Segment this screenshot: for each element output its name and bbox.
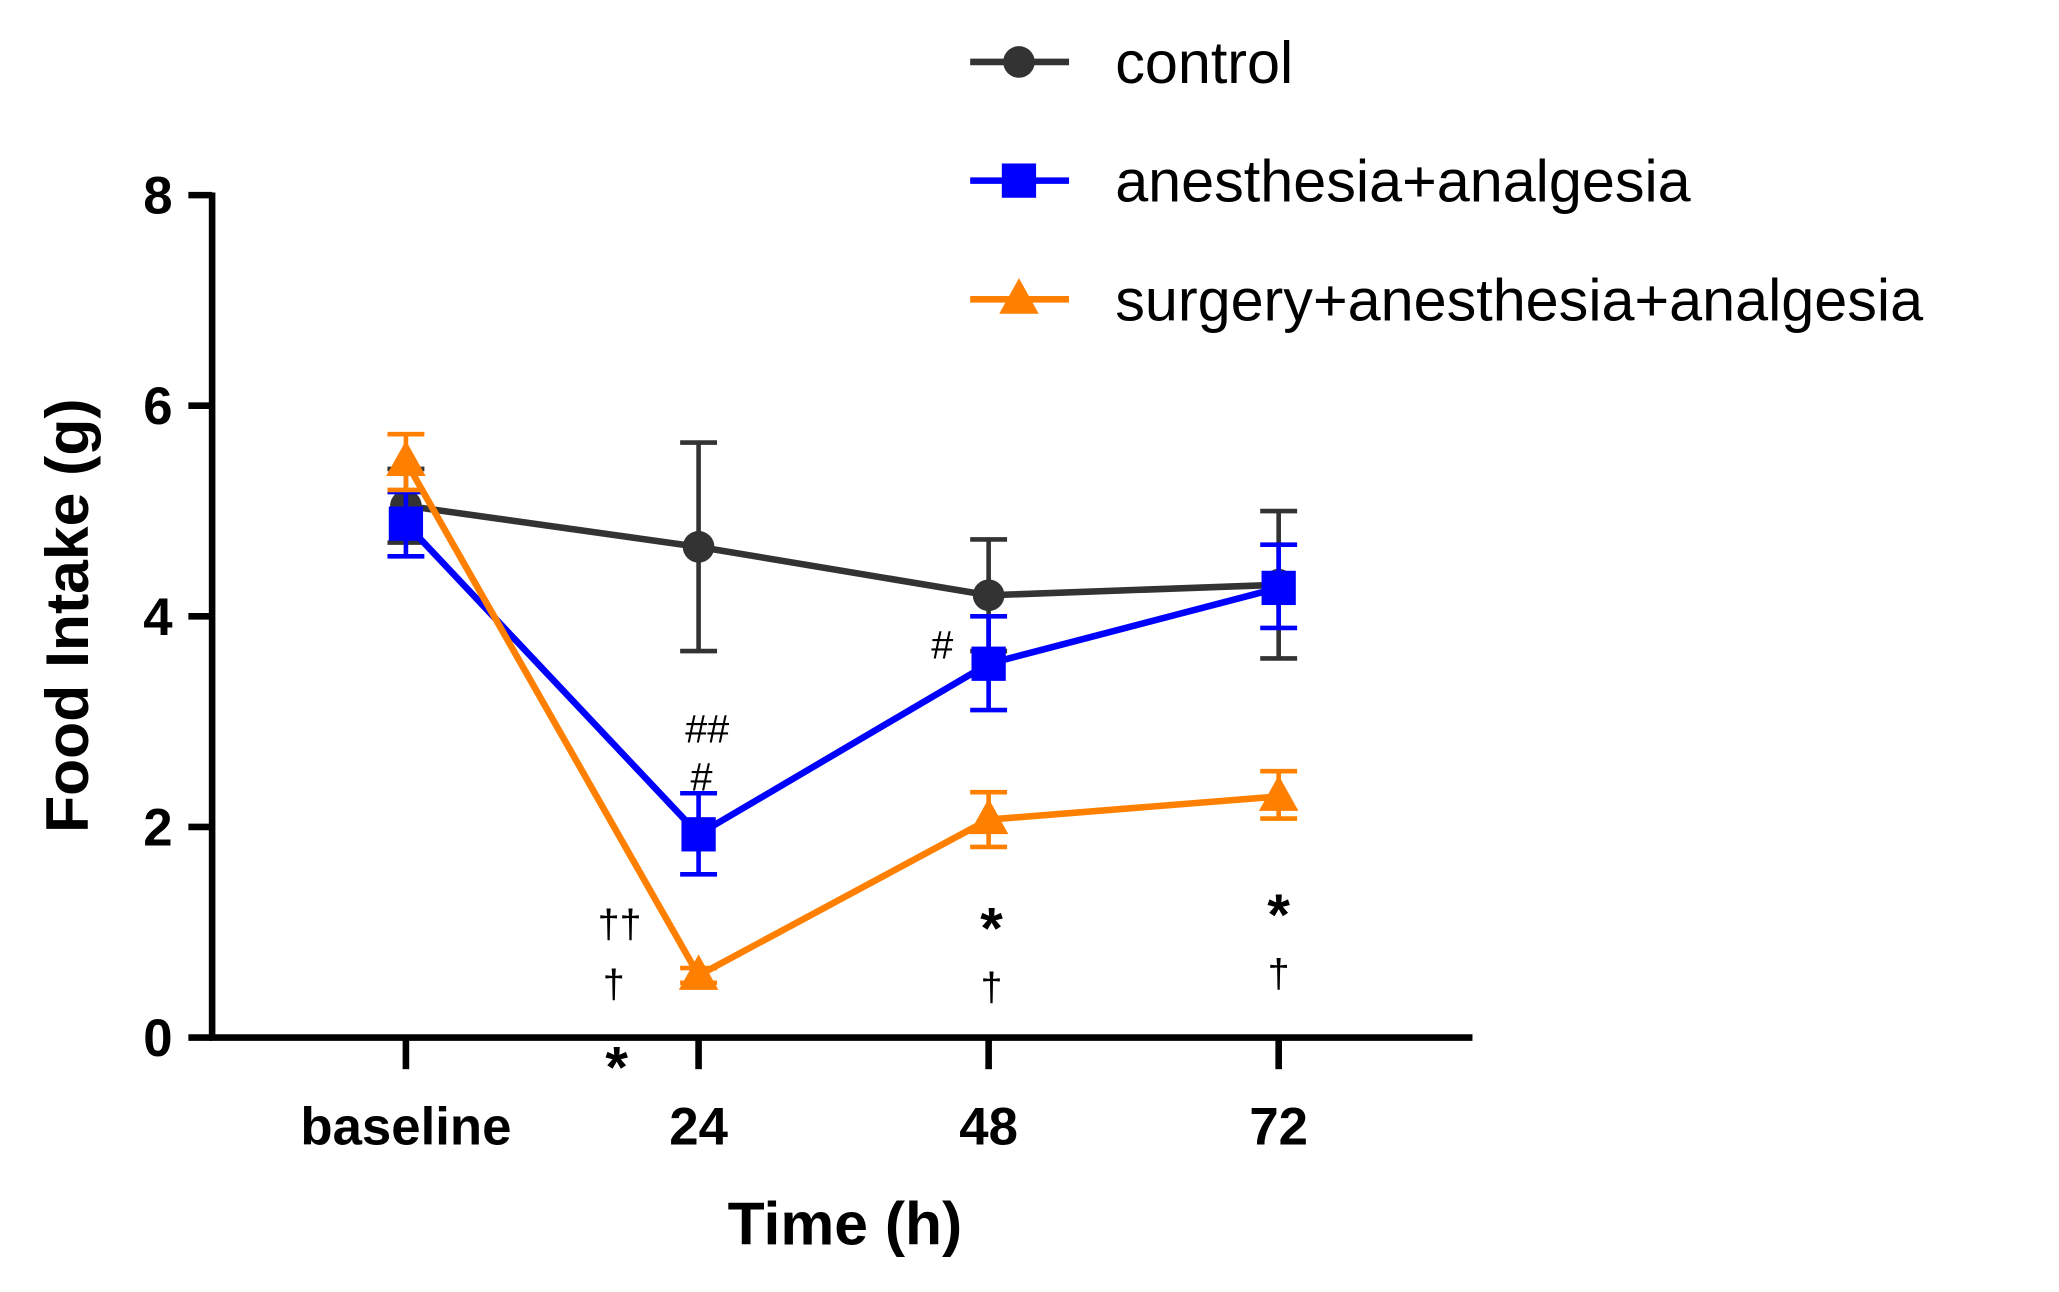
data-point-triangle: [386, 440, 426, 477]
y-tick-label: 6: [143, 377, 172, 436]
annotation-marker: †: [603, 963, 625, 1007]
data-point-square: [388, 506, 424, 541]
y-tick-label: 4: [143, 588, 173, 647]
series-line: [405, 502, 1279, 599]
x-tick-label: baseline: [300, 1097, 511, 1156]
data-point-square: [971, 646, 1006, 681]
series-line: [403, 459, 1279, 979]
annotation-marker: †: [1268, 952, 1290, 996]
x-tick-label: 24: [669, 1097, 728, 1156]
data-point-circle: [972, 579, 1005, 612]
data-point-triangle: [1258, 775, 1299, 811]
data-point-square: [1261, 570, 1296, 606]
series-control: [387, 440, 1298, 661]
significance-annotations: ####**†††††*: [598, 623, 1291, 1100]
y-tick-label: 2: [143, 798, 172, 857]
data-point-square: [681, 817, 716, 852]
x-tick-label: 48: [959, 1097, 1018, 1156]
x-tick-label: 72: [1249, 1097, 1308, 1156]
y-tick-label: 8: [143, 167, 172, 226]
annotation-marker: #: [690, 756, 712, 800]
data-point-circle: [682, 531, 715, 563]
series-surgery-anesthesia-analgesia: [386, 431, 1299, 990]
data-point-circle: [1003, 46, 1035, 78]
legend-item: surgery+anesthesia+analgesia: [970, 266, 1923, 333]
legend: control anesthesia+analgesia surgery+anest…: [970, 29, 1923, 333]
legend-item: anesthesia+analgesia: [970, 148, 1691, 215]
y-tick-label: 0: [143, 1009, 172, 1068]
legend-item: control: [970, 29, 1293, 96]
series-line: [403, 521, 1280, 838]
annotation-marker: *: [980, 897, 1003, 962]
annotation-marker: *: [1267, 883, 1290, 948]
series-anesthesia-analgesia: [387, 489, 1298, 877]
annotation-marker: †: [981, 966, 1003, 1010]
annotation-marker: *: [605, 1036, 628, 1101]
annotation-marker: ##: [685, 708, 729, 752]
data-point-square: [1001, 163, 1037, 198]
annotation-marker: #: [931, 623, 953, 667]
legend-label: anesthesia+analgesia: [1115, 148, 1690, 215]
data-point-triangle: [999, 278, 1039, 314]
x-axis-label: Time (h): [728, 1190, 963, 1258]
annotation-marker: ††: [598, 903, 642, 947]
y-axis-label: Food Intake (g): [33, 398, 101, 832]
data-point-triangle: [678, 954, 719, 990]
legend-label: control: [1115, 29, 1293, 96]
plot-area: [386, 431, 1299, 990]
legend-label: surgery+anesthesia+analgesia: [1115, 266, 1923, 333]
data-point-triangle: [968, 798, 1009, 835]
